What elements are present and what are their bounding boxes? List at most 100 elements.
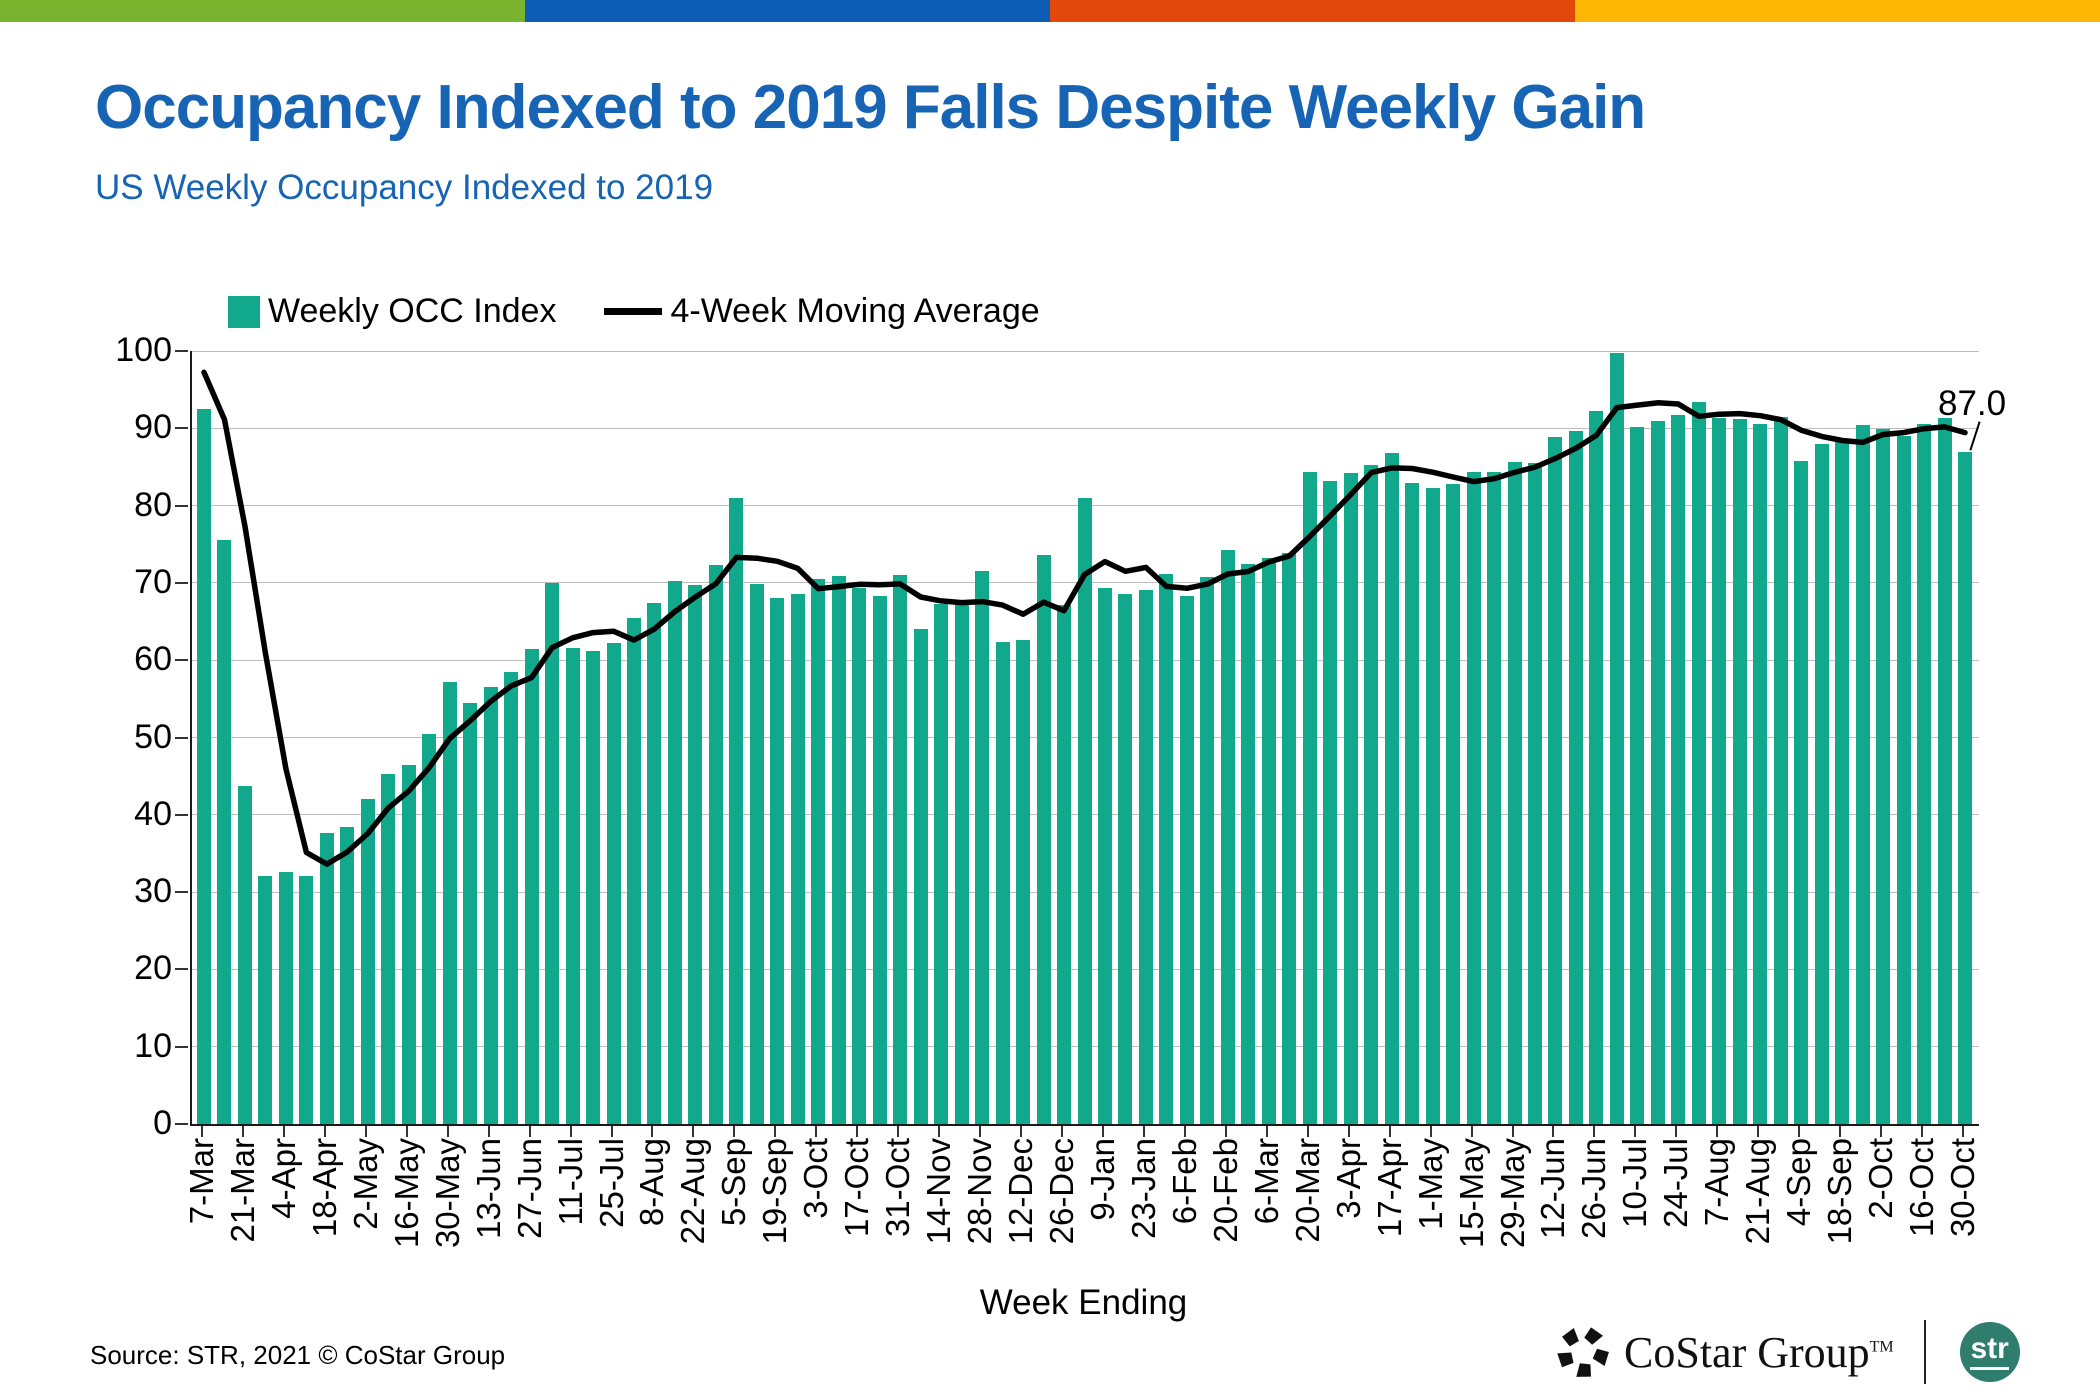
costar-tm-mark: TM [1869,1337,1894,1355]
annotation-value-label: 87.0 [1938,384,2007,423]
x-axis-label: 4-Sep [1780,1138,1818,1227]
y-axis-tick [175,504,188,507]
footer-logos: CoStar GroupTM str [1556,1314,2020,1390]
bar [340,827,355,1124]
x-axis-label: 1-May [1411,1138,1449,1230]
bar [1794,460,1809,1124]
bar [278,872,293,1124]
bar [770,597,785,1124]
bar [1282,552,1297,1124]
x-axis-label: 16-May [387,1138,425,1249]
y-axis-label: 20 [134,949,172,988]
bar [1671,415,1686,1124]
legend-line-swatch [604,308,663,315]
y-axis-label: 10 [134,1026,172,1065]
x-axis-tick [774,1126,777,1137]
chart-legend: Weekly OCC Index 4-Week Moving Average [228,292,1040,331]
bar [524,648,539,1124]
bar [954,603,969,1124]
x-axis-tick [1183,1126,1186,1137]
x-axis-tick [1798,1126,1801,1137]
x-axis-label: 21-Aug [1739,1138,1777,1245]
x-axis-title: Week Ending [979,1283,1188,1322]
x-axis-label: 4-Apr [264,1138,302,1219]
x-axis-tick [1347,1126,1350,1137]
x-axis-label: 31-Oct [879,1138,917,1238]
x-axis-tick [1265,1126,1268,1137]
x-axis-tick [446,1126,449,1137]
x-axis-tick [201,1126,203,1137]
bar [217,540,232,1124]
legend-bar-swatch [228,295,260,328]
x-axis-label: 17-Apr [1370,1138,1408,1238]
page-subtitle: US Weekly Occupancy Indexed to 2019 [95,168,714,207]
x-axis-tick [1716,1126,1719,1137]
bar [299,875,314,1124]
bar [422,733,437,1124]
bar [1405,483,1420,1124]
y-axis-label: 70 [134,562,172,601]
x-axis-tick [1675,1126,1678,1137]
x-axis-label: 7-Aug [1698,1138,1736,1227]
x-axis-tick [979,1126,982,1137]
x-axis-label: 3-Apr [1329,1138,1367,1219]
bar [1855,425,1870,1124]
x-axis-tick [1101,1126,1104,1137]
x-axis-label: 30-May [428,1138,466,1249]
bar [1138,589,1153,1124]
bar [1650,421,1665,1124]
y-axis-label: 60 [134,640,172,679]
x-axis-label: 13-Jun [469,1138,507,1239]
x-axis-tick [1061,1126,1064,1137]
bar [1896,436,1911,1124]
bar [1446,483,1461,1124]
y-axis-tick [175,427,188,430]
bar [1589,410,1604,1124]
gridline [192,350,1979,352]
legend-line-label: 4-Week Moving Average [670,292,1040,330]
bar [463,702,478,1124]
bar [1220,549,1235,1124]
x-axis-label: 11-Jul [551,1138,589,1226]
bar [1773,417,1788,1124]
bar [627,618,642,1124]
x-axis-tick [610,1126,613,1137]
x-axis-label: 10-Jul [1616,1138,1654,1228]
bar [381,773,396,1124]
x-axis-label: 16-Oct [1903,1138,1941,1238]
y-axis-tick [175,736,188,739]
bar [1016,640,1031,1124]
x-axis-tick [569,1126,572,1137]
bar [1958,451,1973,1124]
x-axis-tick [1306,1126,1309,1137]
x-axis-label: 30-Oct [1944,1138,1982,1238]
x-axis-tick [1921,1126,1924,1137]
bar [1630,426,1645,1124]
bar [1097,588,1112,1124]
y-axis-tick [175,659,188,662]
x-axis-tick [487,1126,490,1137]
str-logo-text: str [1970,1334,2009,1370]
bar [565,647,580,1124]
bar [1466,471,1481,1124]
x-axis-label: 20-Mar [1288,1138,1326,1243]
x-axis-tick [1593,1126,1596,1137]
x-axis-label: 12-Jun [1534,1138,1572,1239]
page-title: Occupancy Indexed to 2019 Falls Despite … [95,73,1646,142]
moving-average-line [201,369,1968,867]
x-axis-tick [1511,1126,1514,1137]
x-axis-tick [1020,1126,1023,1137]
y-axis-tick [175,350,188,352]
x-axis-label: 15-May [1452,1138,1490,1249]
bar [1917,424,1932,1124]
x-axis-label: 23-Jan [1124,1138,1162,1239]
x-axis-tick [1552,1126,1555,1137]
bar [1487,471,1502,1124]
y-axis-tick [175,1123,188,1125]
x-axis-label: 28-Nov [961,1138,999,1245]
x-axis-tick [1962,1126,1965,1137]
x-axis-tick [1142,1126,1145,1137]
y-axis-tick [175,581,188,584]
y-axis-label: 100 [115,331,172,369]
